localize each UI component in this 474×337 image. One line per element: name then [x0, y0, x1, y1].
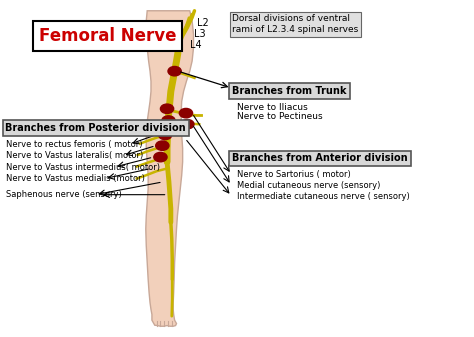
Circle shape	[168, 66, 181, 76]
Text: L2: L2	[197, 18, 209, 28]
Text: Nerve to Iliacus: Nerve to Iliacus	[237, 103, 308, 112]
Circle shape	[162, 116, 175, 125]
Text: Saphenous nerve (sensory): Saphenous nerve (sensory)	[6, 190, 122, 199]
Circle shape	[179, 109, 192, 118]
Text: Femoral Nerve: Femoral Nerve	[38, 27, 176, 45]
Text: Nerve to Vastus medialis (motor): Nerve to Vastus medialis (motor)	[6, 174, 145, 183]
Text: Nerve to Pectineus: Nerve to Pectineus	[237, 112, 323, 121]
Text: Nerve to Vastus intermedius( motor): Nerve to Vastus intermedius( motor)	[6, 163, 160, 172]
Circle shape	[154, 152, 167, 162]
Text: Nerve to Vastus lateralis( motor): Nerve to Vastus lateralis( motor)	[6, 151, 144, 160]
Text: Intermediate cutaneous nerve ( sensory): Intermediate cutaneous nerve ( sensory)	[237, 191, 410, 201]
Text: Dorsal divisions of ventral
rami of L2.3.4 spinal nerves: Dorsal divisions of ventral rami of L2.3…	[232, 14, 358, 34]
Text: L4: L4	[190, 40, 201, 50]
Text: Branches from Trunk: Branches from Trunk	[232, 86, 347, 96]
Text: Medial cutaneous nerve (sensory): Medial cutaneous nerve (sensory)	[237, 181, 380, 190]
Circle shape	[181, 120, 194, 129]
Circle shape	[156, 141, 169, 150]
Text: L3: L3	[193, 29, 205, 39]
Circle shape	[160, 104, 173, 114]
Text: Branches from Posterior division: Branches from Posterior division	[5, 123, 186, 133]
Polygon shape	[146, 11, 193, 326]
Circle shape	[158, 130, 172, 140]
Text: Branches from Anterior division: Branches from Anterior division	[232, 153, 408, 163]
Text: Nerve to Sartorius ( motor): Nerve to Sartorius ( motor)	[237, 170, 351, 179]
Text: Nerve to rectus femoris ( motor): Nerve to rectus femoris ( motor)	[6, 140, 143, 149]
